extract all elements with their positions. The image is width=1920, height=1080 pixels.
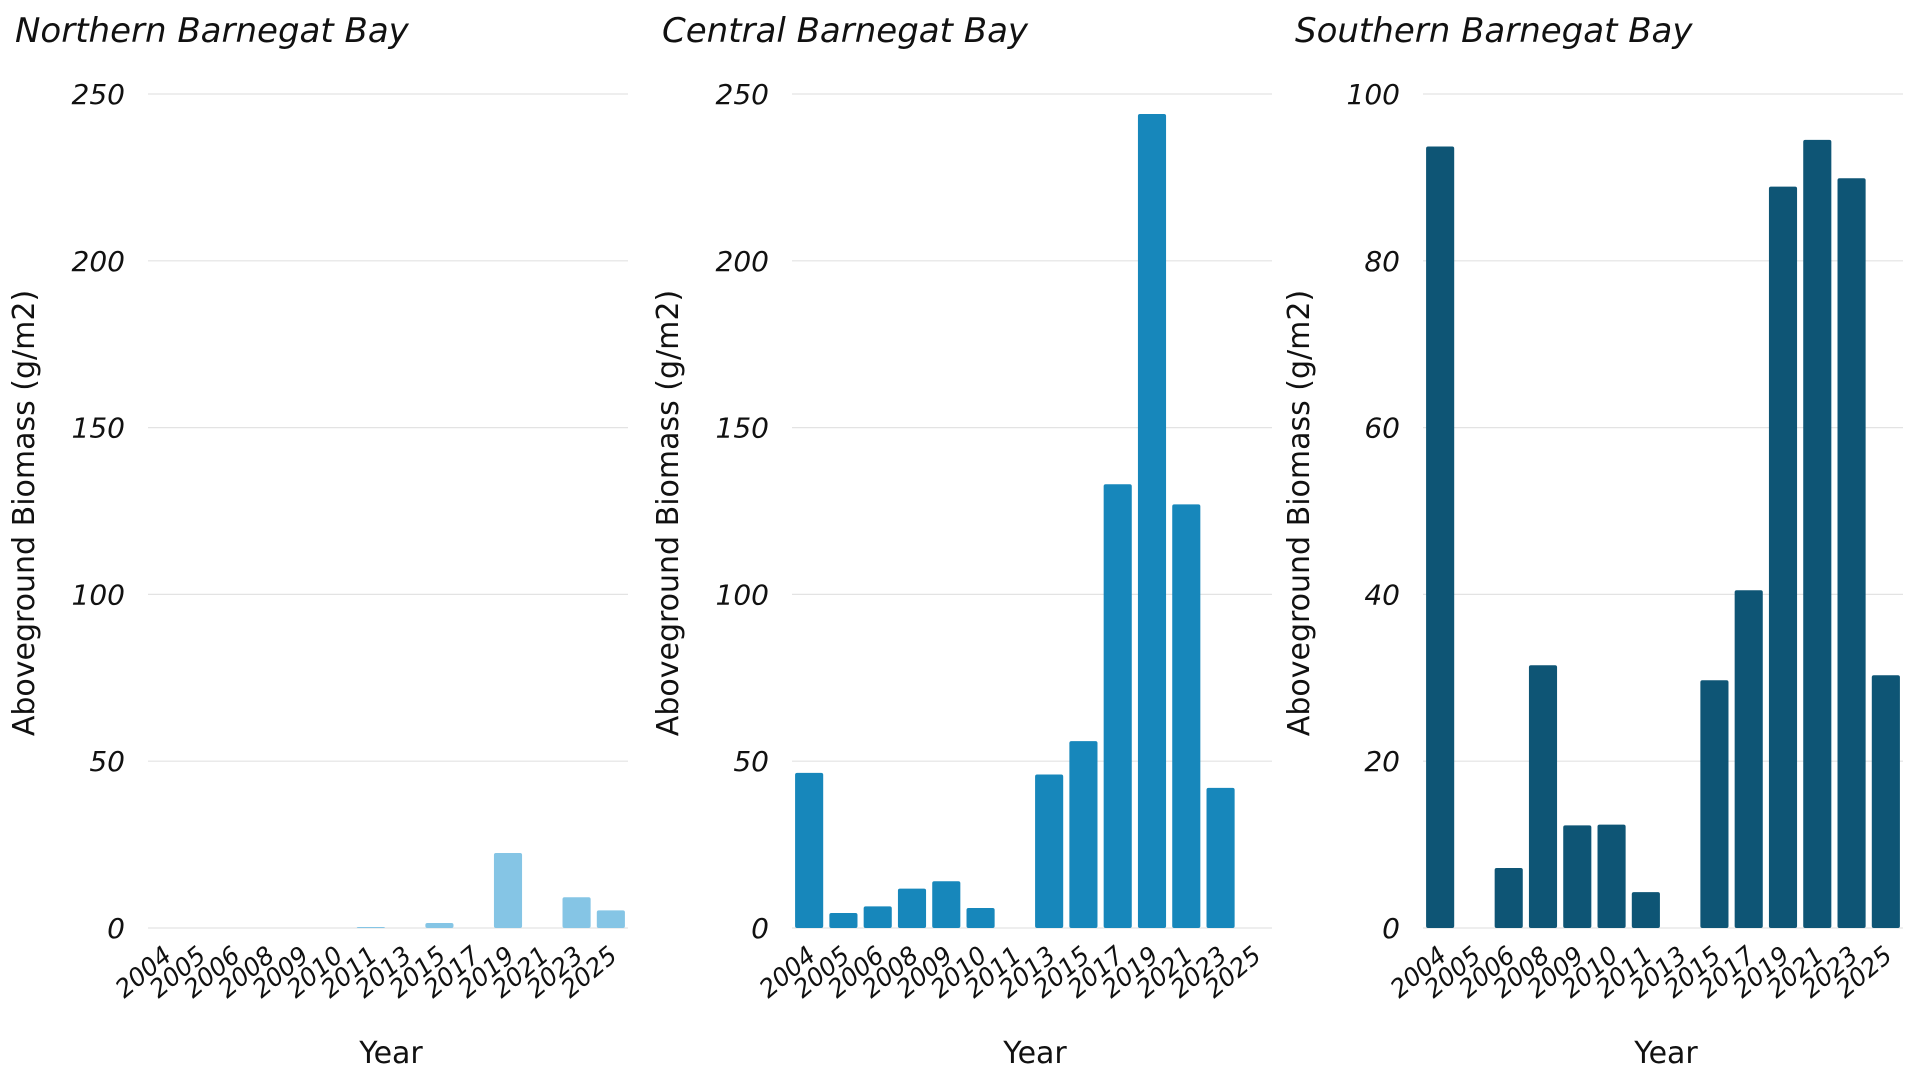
y-tick-label: 150 bbox=[72, 412, 125, 445]
x-axis-label: Year bbox=[1002, 1036, 1067, 1071]
bar-2025 bbox=[596, 910, 625, 928]
y-tick-label: 150 bbox=[716, 412, 769, 445]
bar-2019 bbox=[493, 852, 523, 928]
y-tick-label: 50 bbox=[733, 745, 769, 778]
y-tick-label: 40 bbox=[1364, 578, 1400, 611]
bar-2006 bbox=[1494, 867, 1523, 928]
bar-2023 bbox=[562, 897, 591, 928]
y-tick-label: 250 bbox=[716, 78, 769, 111]
bar-2008 bbox=[897, 888, 927, 928]
x-axis-label: Year bbox=[1633, 1036, 1698, 1071]
y-tick-label: 100 bbox=[1347, 78, 1400, 111]
bar-2019 bbox=[1768, 186, 1798, 929]
y-tick-label: 50 bbox=[89, 745, 125, 778]
bar-2019 bbox=[1137, 114, 1167, 929]
bar-2025 bbox=[1871, 675, 1900, 928]
bar-2011 bbox=[1631, 892, 1660, 928]
bar-2023 bbox=[1206, 787, 1235, 928]
y-tick-label: 0 bbox=[1382, 912, 1400, 945]
y-axis-label: Aboveground Biomass (g/m2) bbox=[7, 290, 42, 736]
bar-2015 bbox=[1700, 680, 1729, 928]
y-axis-label: Aboveground Biomass (g/m2) bbox=[1282, 290, 1317, 736]
bar-2009 bbox=[932, 881, 961, 928]
bar-2010 bbox=[966, 907, 995, 928]
y-tick-label: 100 bbox=[716, 578, 769, 611]
bar-2006 bbox=[863, 906, 892, 928]
bar-2021 bbox=[1172, 504, 1201, 928]
bar-2005 bbox=[829, 912, 858, 928]
y-tick-label: 250 bbox=[72, 78, 125, 111]
bar-2023 bbox=[1837, 178, 1866, 928]
bar-2011 bbox=[356, 926, 385, 928]
panel-2: Central Barnegat Bay 0 50 100 150 200 250 Above… bbox=[651, 11, 1272, 1071]
y-tick-label: 0 bbox=[751, 912, 769, 945]
panel-title: Southern Barnegat Bay bbox=[1295, 11, 1693, 51]
bar-2008 bbox=[1528, 665, 1558, 928]
panel-3: Southern Barnegat Bay 0 20 40 60 80 100 Abovegr… bbox=[1282, 11, 1903, 1071]
y-tick-label: 80 bbox=[1364, 245, 1400, 278]
bar-2004 bbox=[1426, 146, 1455, 929]
y-tick-label: 60 bbox=[1364, 412, 1400, 445]
bar-2009 bbox=[1563, 825, 1592, 928]
bar-2010 bbox=[1597, 824, 1626, 928]
y-tick-label: 20 bbox=[1364, 745, 1400, 778]
y-tick-label: 200 bbox=[72, 245, 125, 278]
x-axis-label: Year bbox=[358, 1036, 423, 1071]
bar-2015 bbox=[425, 922, 454, 928]
bar-2015 bbox=[1069, 741, 1098, 928]
bar-2013 bbox=[1035, 774, 1064, 928]
panel-title: Central Barnegat Bay bbox=[662, 11, 1029, 51]
bar-2004 bbox=[795, 772, 824, 928]
y-tick-label: 0 bbox=[107, 912, 125, 945]
bar-2021 bbox=[1803, 139, 1832, 928]
bar-2017 bbox=[1734, 590, 1763, 928]
bar-2017 bbox=[1103, 484, 1132, 928]
y-tick-label: 200 bbox=[716, 245, 769, 278]
y-tick-label: 100 bbox=[72, 578, 125, 611]
panel-title: Northern Barnegat Bay bbox=[15, 11, 410, 51]
y-axis-label: Aboveground Biomass (g/m2) bbox=[651, 290, 686, 736]
panel-1: Northern Barnegat Bay 0 50 100 150 200 250 Abov… bbox=[7, 11, 628, 1071]
